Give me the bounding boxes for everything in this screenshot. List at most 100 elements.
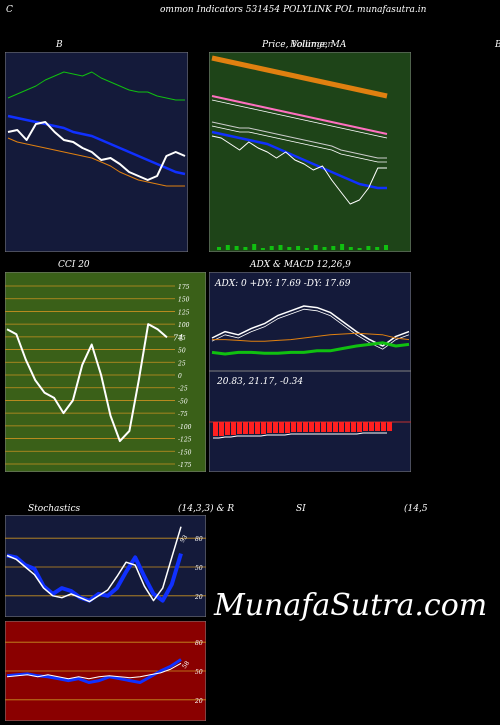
macd-bar bbox=[225, 422, 230, 435]
rsi-title-left: SI bbox=[296, 504, 306, 514]
macd-bar bbox=[357, 422, 362, 432]
macd-bar bbox=[237, 422, 242, 434]
volume-bar bbox=[252, 244, 257, 250]
cci-tick-label: 50 bbox=[178, 348, 186, 355]
header-left-letter: C bbox=[6, 5, 13, 15]
macd-bar bbox=[381, 422, 386, 431]
volume-bar bbox=[366, 246, 371, 250]
price-series-2-shadow bbox=[211, 125, 387, 163]
cci-chart: 175 150 125 100 75 50 25 0 -25 -50 -75 -100 -125 -150… bbox=[5, 272, 206, 472]
adx-title: ADX & MACD 12,26,9 bbox=[250, 260, 351, 270]
volume-bar bbox=[322, 247, 327, 250]
macd-bar bbox=[243, 422, 248, 434]
macd-bar bbox=[267, 422, 272, 433]
rsi-chart: 80 50 20 58 bbox=[5, 621, 206, 721]
price-series-4 bbox=[211, 135, 387, 205]
rsi-series-1 bbox=[6, 662, 182, 680]
macd-bar bbox=[297, 422, 302, 432]
macd-bar bbox=[303, 422, 308, 432]
macd-bar bbox=[291, 422, 296, 432]
adx-series-1 bbox=[212, 332, 410, 342]
macd-bar bbox=[387, 422, 392, 431]
volume-bar bbox=[313, 245, 318, 250]
adx-chart: ADX: 0 +DY: 17.69 -DY: 17.69 20.83, 21.1… bbox=[209, 272, 411, 472]
macd-bar bbox=[309, 422, 314, 432]
volume-bar bbox=[260, 248, 265, 250]
volume-bar bbox=[269, 246, 274, 250]
macd-bar bbox=[339, 422, 344, 432]
price-series-3 bbox=[211, 130, 387, 190]
volume-bar bbox=[375, 247, 380, 250]
volume-bar bbox=[357, 248, 362, 250]
volume-bar bbox=[278, 245, 283, 250]
price-series-1-shadow bbox=[211, 99, 388, 139]
bollinger-series-2 bbox=[7, 137, 185, 187]
rsi-tick-label: 20 bbox=[194, 698, 203, 705]
volume-bar bbox=[331, 246, 336, 250]
macd-bar bbox=[327, 422, 332, 432]
cci-tick-label: -125 bbox=[178, 437, 192, 444]
header-right-letter: B bbox=[495, 40, 500, 50]
watermark: MunafaSutra.com bbox=[214, 588, 488, 623]
cci-title: CCI 20 bbox=[58, 260, 90, 270]
cci-tick-label: 175 bbox=[178, 284, 190, 291]
cci-tick-label: 0 bbox=[178, 373, 182, 380]
macd-bar bbox=[345, 422, 350, 432]
stoch-series-0 bbox=[6, 553, 183, 603]
volume-bar bbox=[348, 247, 353, 250]
macd-bar bbox=[363, 422, 368, 431]
macd-bar bbox=[351, 422, 356, 432]
cci-tick-label: -150 bbox=[178, 449, 192, 456]
macd-bar bbox=[333, 422, 338, 432]
macd-bar bbox=[315, 422, 320, 432]
cci-tick-label: 25 bbox=[177, 360, 186, 367]
volume-bar bbox=[287, 247, 292, 250]
stoch-tick-label: 80 bbox=[195, 536, 203, 543]
volume-bar bbox=[304, 248, 309, 250]
bollinger-panel bbox=[5, 52, 188, 252]
bollinger-chart bbox=[5, 52, 188, 252]
rsi-tick-label: 80 bbox=[195, 640, 203, 647]
header-title: ommon Indicators 531454 POLYLINK POL mun… bbox=[160, 5, 427, 15]
macd-bar bbox=[213, 422, 218, 436]
stoch-tick-label: 20 bbox=[194, 594, 203, 601]
volume-bar bbox=[217, 247, 221, 250]
macd-bar bbox=[369, 422, 374, 431]
macd-bar bbox=[261, 422, 266, 434]
volume-bar bbox=[384, 245, 388, 250]
cci-tick-label: 125 bbox=[178, 309, 190, 316]
adx-series-2 bbox=[211, 341, 410, 356]
cci-tick-label: -175 bbox=[178, 462, 192, 469]
volume-bar bbox=[340, 244, 345, 250]
macd-bar bbox=[249, 422, 254, 434]
stoch-title-left: Stochastics bbox=[28, 504, 81, 514]
stoch-title-right: (14,3,3) & R bbox=[178, 504, 235, 514]
macd-bar bbox=[321, 422, 326, 432]
macd-bar bbox=[231, 422, 236, 435]
rsi-title-right: (14,5 bbox=[404, 504, 428, 514]
macd-bar bbox=[219, 422, 224, 436]
macd-bar bbox=[285, 422, 290, 433]
stoch-chart: 80 50 20 93 bbox=[5, 515, 206, 617]
rsi-last-label: 58 bbox=[181, 660, 191, 670]
price-series-2 bbox=[211, 121, 387, 159]
cci-tick-label: -50 bbox=[178, 398, 188, 405]
macd-bar bbox=[273, 422, 278, 433]
macd-bar bbox=[375, 422, 380, 431]
stoch-tick-label: 50 bbox=[195, 565, 203, 572]
volume-bar bbox=[225, 245, 230, 250]
stoch-last-label: 93 bbox=[179, 534, 189, 544]
rsi-tick-label: 50 bbox=[195, 669, 203, 676]
cci-last-label: 74 bbox=[173, 333, 183, 342]
price-ma-title-overlap: Bollinger bbox=[290, 40, 332, 50]
macd-bar bbox=[255, 422, 260, 434]
adx-panel: ADX: 0 +DY: 17.69 -DY: 17.69 20.83, 21.1… bbox=[209, 272, 411, 472]
cci-tick-label: 75 bbox=[178, 335, 186, 342]
adx-series-0-shadow bbox=[211, 308, 410, 350]
stoch-panel: 80 50 20 93 bbox=[5, 515, 206, 617]
price-series-1 bbox=[211, 95, 388, 135]
cci-tick-label: 100 bbox=[178, 322, 190, 329]
cci-tick-label: -75 bbox=[178, 411, 188, 418]
bollinger-series-0 bbox=[7, 71, 185, 101]
rsi-series-0 bbox=[6, 658, 182, 684]
